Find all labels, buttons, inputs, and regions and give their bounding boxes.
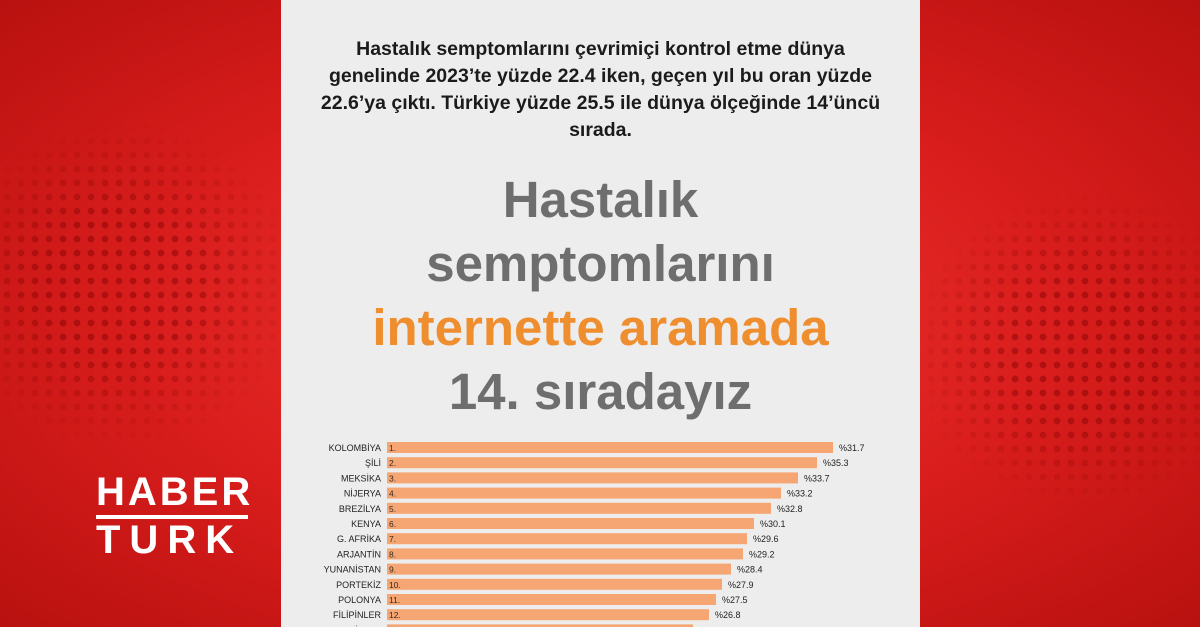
headline-line-4: 14. sıradayız	[448, 363, 753, 420]
rank-label: 10.	[389, 580, 401, 590]
rank-label: 5.	[389, 504, 396, 514]
country-label: MEKSİKA	[341, 473, 381, 483]
headline-line-3: internette aramada	[372, 299, 829, 356]
country-label: G. AFRİKA	[337, 534, 381, 544]
infographic-panel: Hastalık semptomlarını çevrimiçi kontrol…	[281, 0, 920, 627]
rank-label: 8.	[389, 549, 396, 559]
bar-5	[387, 502, 771, 514]
rank-label: 6.	[389, 519, 396, 529]
bar-2	[387, 457, 817, 469]
value-label: %32.8	[777, 504, 803, 514]
country-label: HIRVATİSTAN	[324, 625, 381, 627]
haberturk-logo[interactable]: HABER TURK	[96, 470, 254, 562]
rank-label: 12.	[389, 610, 401, 620]
halftone-pattern-right	[910, 190, 1200, 510]
headline-line-2: semptomlarını	[426, 235, 775, 292]
bar-4	[387, 487, 781, 499]
value-label: %29.6	[753, 534, 779, 544]
country-label: PORTEKİZ	[336, 580, 381, 590]
bar-7	[387, 533, 747, 545]
value-label: %33.7	[804, 473, 830, 483]
value-label: %26.8	[715, 610, 741, 620]
rank-label: 3.	[389, 473, 396, 483]
rank-label: 11.	[389, 595, 400, 605]
bar-3	[387, 472, 798, 484]
country-label: ŞİLİ	[365, 458, 381, 468]
value-label: %29.2	[749, 549, 775, 559]
bar-13	[387, 624, 693, 627]
halftone-pattern-left	[0, 120, 300, 450]
rank-label: 9.	[389, 565, 396, 575]
value-label: %25.6	[699, 625, 725, 627]
value-label: %27.9	[728, 580, 754, 590]
rank-label: 7.	[389, 534, 396, 544]
value-label: %35.3	[823, 458, 849, 468]
country-label: FİLİPİNLER	[333, 610, 382, 620]
logo-divider	[96, 515, 248, 519]
value-label: %28.4	[737, 565, 763, 575]
bar-6	[387, 518, 754, 529]
logo-line-1: HABER	[96, 470, 254, 514]
bar-8	[387, 548, 743, 560]
rank-label: 13.	[389, 625, 401, 627]
bar-10	[387, 578, 722, 590]
headline-line-1: Hastalık	[502, 171, 699, 228]
rank-label: 4.	[389, 489, 396, 499]
bar-1	[387, 442, 833, 453]
rank-label: 1.	[389, 443, 396, 453]
value-label: %30.1	[760, 519, 786, 529]
bar-9	[387, 563, 731, 575]
country-label: NİJERYA	[344, 489, 381, 499]
rank-label: 2.	[389, 458, 396, 468]
country-label: ARJANTİN	[337, 549, 381, 559]
bar-12	[387, 609, 709, 621]
intro-text: Hastalık semptomlarını çevrimiçi kontrol…	[320, 38, 881, 141]
bar-11	[387, 594, 716, 605]
country-label: POLONYA	[338, 595, 381, 605]
country-label: BREZİLYA	[339, 504, 381, 514]
value-label: %33.2	[787, 489, 813, 499]
value-label: %31.7	[839, 443, 865, 453]
value-label: %27.5	[722, 595, 748, 605]
country-label: KOLOMBİYA	[329, 443, 381, 453]
headline: Hastalık semptomlarını internette aramad…	[281, 168, 920, 424]
country-label: KENYA	[351, 519, 381, 529]
country-label: YUNANİSTAN	[324, 565, 381, 575]
logo-line-2: TURK	[96, 518, 244, 562]
ranking-bar-chart: KOLOMBİYA 1. %31.7 ŞİLİ 2. %35.3 MEKSİKA 3. %33.…	[324, 442, 865, 627]
